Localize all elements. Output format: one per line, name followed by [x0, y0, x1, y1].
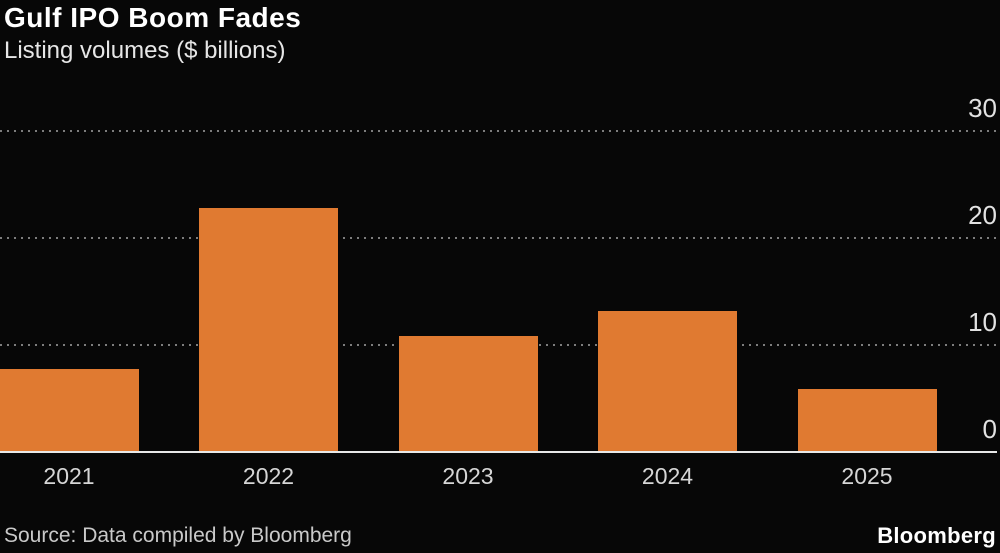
source-attribution: Source: Data compiled by Bloomberg [4, 524, 352, 547]
y-axis-label-0: 0 [982, 414, 997, 444]
x-axis-label-2021: 2021 [43, 463, 95, 489]
chart-subtitle: Listing volumes ($ billions) [4, 37, 286, 64]
x-axis-label-2023: 2023 [442, 463, 494, 489]
gridline-30 [0, 130, 1000, 132]
bar-2022 [199, 208, 338, 452]
y-axis-label-20: 20 [968, 200, 997, 230]
bar-2023 [398, 336, 538, 452]
bar-2025 [797, 388, 937, 452]
bar-2024 [598, 310, 737, 452]
x-axis-label-2024: 2024 [641, 463, 694, 489]
y-axis-label-10: 10 [968, 307, 997, 337]
gridline-20 [0, 237, 1000, 239]
bar-2021 [0, 368, 139, 452]
chart-title: Gulf IPO Boom Fades [4, 2, 302, 33]
x-axis-label-2025: 2025 [841, 463, 893, 489]
y-axis-label-30: 30 [968, 93, 997, 123]
x-axis-line [0, 451, 997, 453]
bloomberg-logo: Bloomberg [877, 523, 996, 548]
x-axis-label-2022: 2022 [242, 463, 295, 489]
chart-footer: Source: Data compiled by Bloomberg Bloom… [4, 519, 996, 553]
